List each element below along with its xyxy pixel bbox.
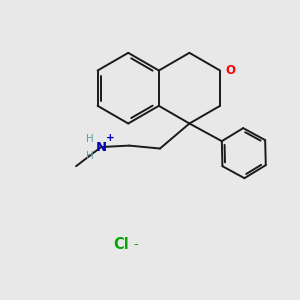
Text: Cl: Cl [114, 237, 129, 252]
Text: H: H [86, 134, 94, 144]
Text: H: H [86, 152, 94, 161]
Text: N: N [95, 141, 107, 154]
Text: O: O [225, 64, 235, 77]
Text: -: - [134, 238, 139, 251]
Text: +: + [106, 133, 115, 142]
